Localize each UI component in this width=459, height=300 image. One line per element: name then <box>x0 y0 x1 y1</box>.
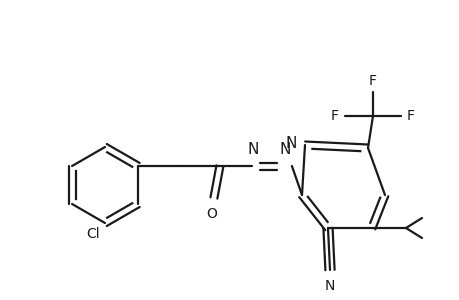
Text: N: N <box>246 142 258 157</box>
Text: F: F <box>330 109 338 123</box>
Text: N: N <box>324 279 335 293</box>
Text: O: O <box>206 207 217 221</box>
Text: N: N <box>285 136 297 151</box>
Text: F: F <box>406 109 414 123</box>
Text: F: F <box>368 74 376 88</box>
Text: N: N <box>279 142 290 157</box>
Text: Cl: Cl <box>86 227 100 241</box>
